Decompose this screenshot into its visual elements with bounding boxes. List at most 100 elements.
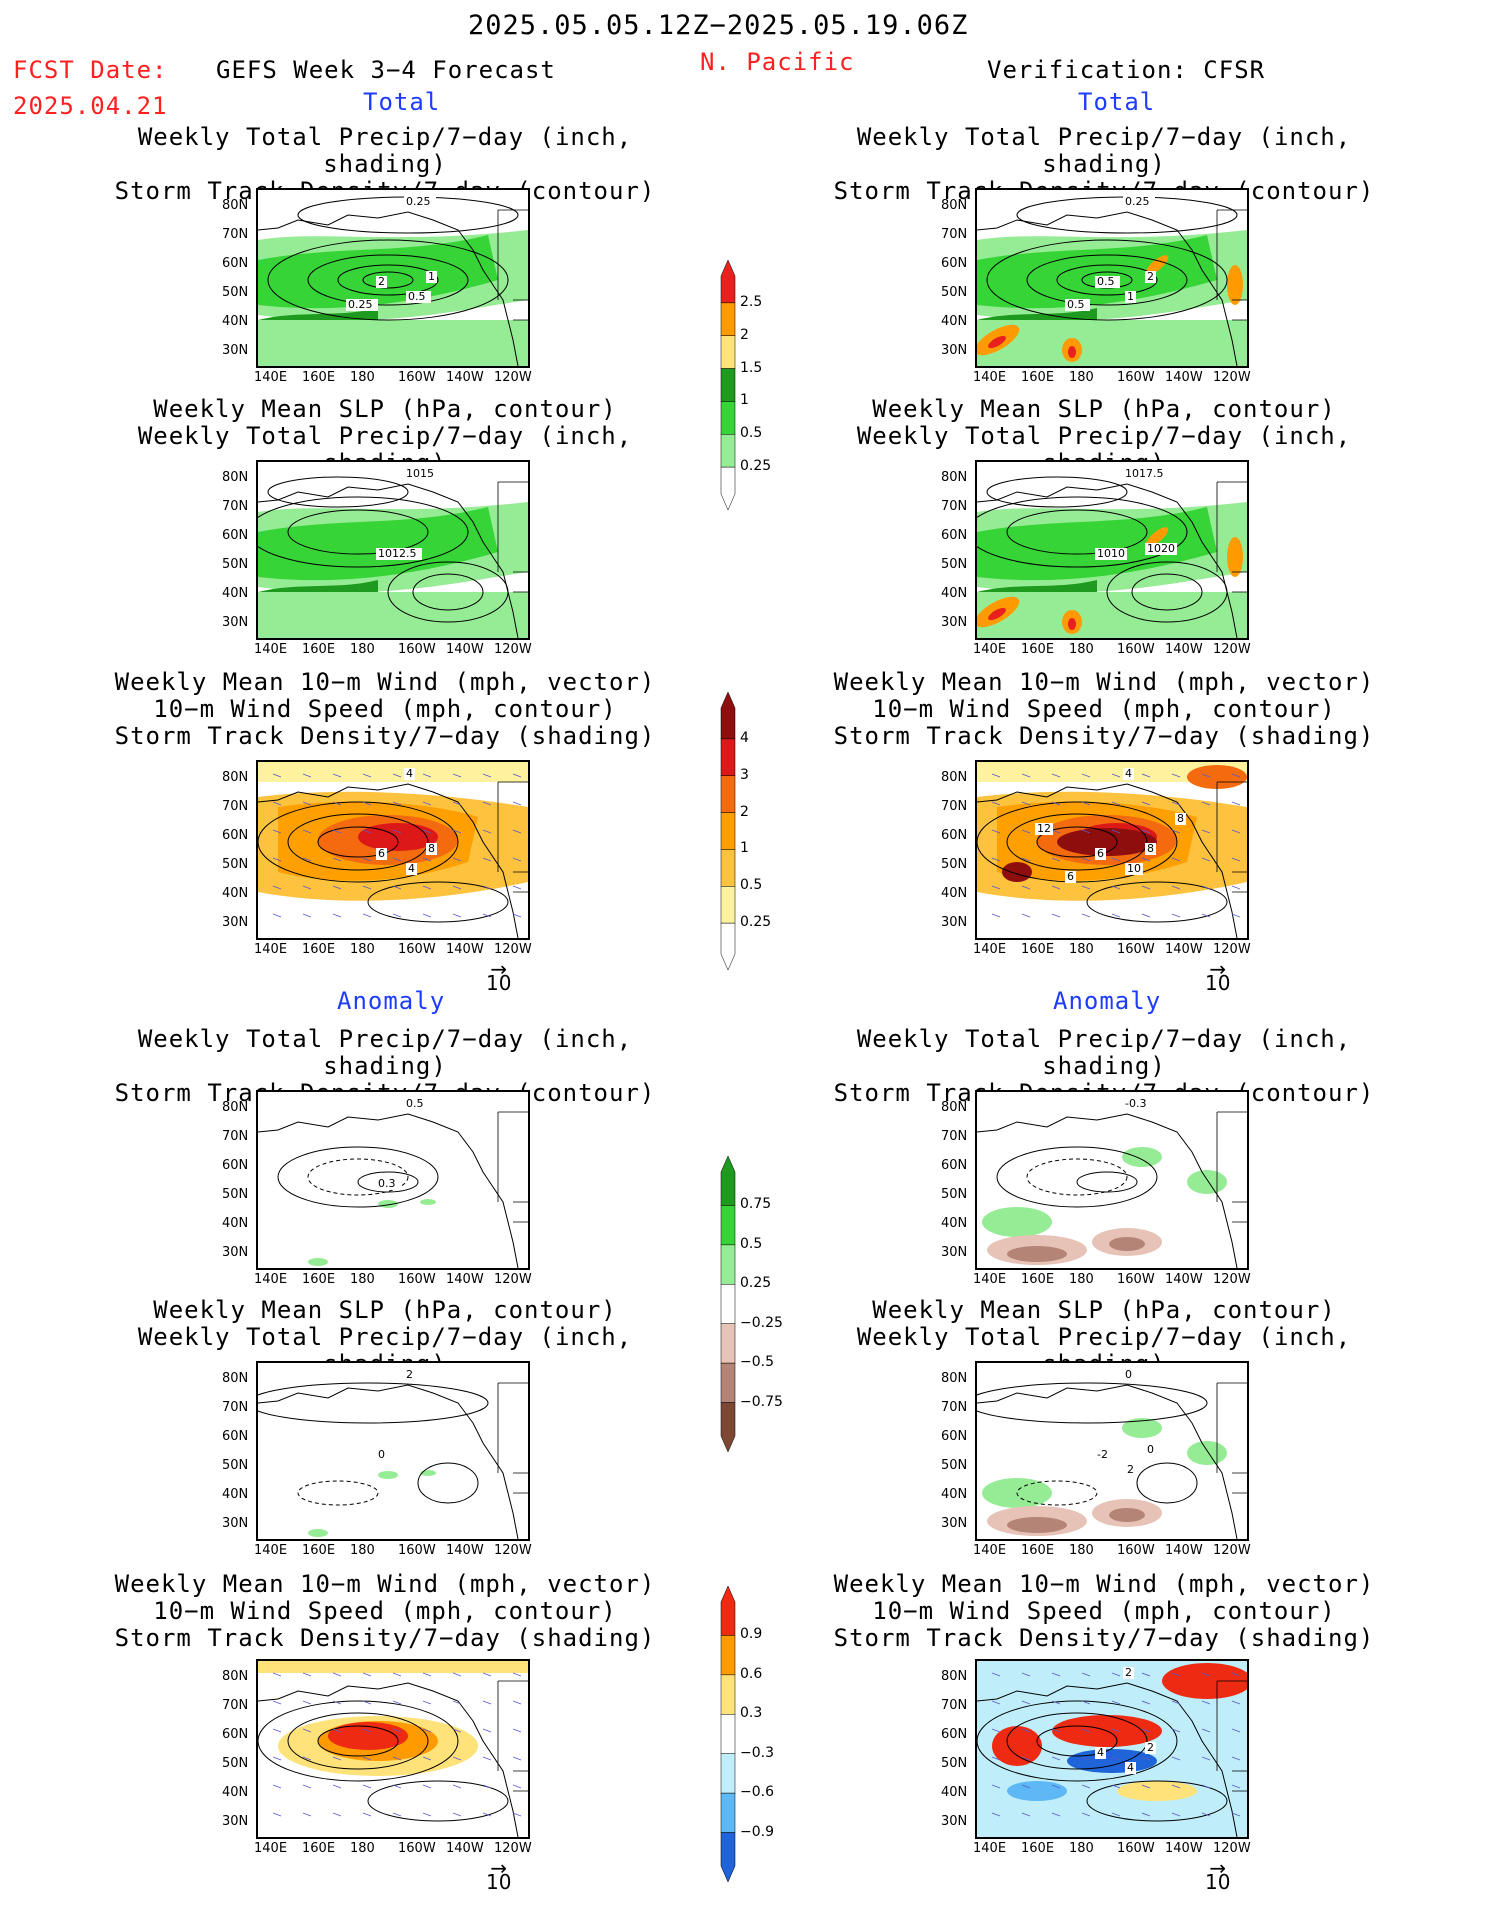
colorbar-segment bbox=[720, 1753, 736, 1794]
colorbar-tick-label: 0.5 bbox=[740, 877, 763, 894]
lat-tick-label: 70N bbox=[222, 227, 249, 242]
vector-reference-label: → 10 bbox=[486, 1856, 512, 1894]
lat-tick-label: 50N bbox=[222, 1187, 249, 1202]
wind-vector bbox=[1231, 1812, 1241, 1817]
panel-title-line: Weekly Mean 10−m Wind (mph, vector) bbox=[114, 1570, 656, 1598]
wind-vector bbox=[272, 1812, 282, 1817]
lon-tick-label: 180 bbox=[350, 1841, 375, 1856]
wind-vector bbox=[452, 857, 462, 862]
wind-vector bbox=[1021, 1672, 1031, 1677]
lat-tick-label: 80N bbox=[222, 770, 249, 785]
wind-vector bbox=[362, 857, 372, 862]
panel-title-line: 10−m Wind Speed (mph, contour) bbox=[872, 1597, 1336, 1625]
wind-vector bbox=[512, 1700, 522, 1705]
lon-tick-label: 160W bbox=[398, 642, 436, 657]
panel-title-line: Storm Track Density/7−day (shading) bbox=[114, 1624, 656, 1652]
lat-tick-label: 60N bbox=[222, 1429, 249, 1444]
undefined bbox=[977, 1700, 1178, 1782]
coastline bbox=[977, 1384, 1238, 1539]
lon-tick-label: 180 bbox=[1069, 1543, 1094, 1558]
contour-label: 8 bbox=[428, 842, 435, 855]
wind-vector bbox=[482, 1756, 492, 1761]
contour-label: 1017.5 bbox=[1125, 467, 1164, 480]
lon-tick-label: 120W bbox=[494, 1543, 532, 1558]
undefined bbox=[367, 1780, 509, 1822]
contour-label-bg bbox=[1065, 299, 1090, 311]
panel-title-p12: Weekly Mean 10−m Wind (mph, vector) 10−m … bbox=[824, 1571, 1384, 1652]
political-borders bbox=[497, 209, 528, 321]
wind-vector bbox=[1141, 1784, 1151, 1789]
region-title: N. Pacific bbox=[700, 48, 855, 76]
undefined bbox=[1086, 1780, 1228, 1822]
undefined bbox=[307, 1158, 409, 1196]
lat-tick-label: 60N bbox=[222, 828, 249, 843]
wind-vector bbox=[1201, 857, 1211, 862]
lon-tick-label: 160W bbox=[1117, 1543, 1155, 1558]
contour-label: 2 bbox=[406, 1368, 413, 1381]
lon-tick-label: 160W bbox=[1117, 942, 1155, 957]
lon-tick-label: 140W bbox=[446, 642, 484, 657]
wind-vector bbox=[392, 801, 402, 806]
undefined bbox=[317, 1725, 399, 1757]
lat-tick-label: 30N bbox=[941, 1245, 968, 1260]
lat-tick-label: 50N bbox=[941, 1187, 968, 1202]
wind-vector bbox=[1231, 857, 1241, 862]
lat-tick-label: 80N bbox=[941, 1371, 968, 1386]
wind-vector bbox=[482, 801, 492, 806]
wind-vector bbox=[1081, 1728, 1091, 1733]
wind-vector bbox=[1231, 801, 1241, 806]
undefined bbox=[1006, 813, 1148, 871]
lat-tick-label: 80N bbox=[941, 470, 968, 485]
lat-tick-label: 80N bbox=[222, 1669, 249, 1684]
political-borders bbox=[1216, 1111, 1247, 1223]
panel-title-line: Weekly Total Precip/7−day (inch, shading… bbox=[856, 1025, 1352, 1080]
colorbar-tick-label: 0.3 bbox=[740, 1705, 763, 1722]
contour-label-bg bbox=[1123, 1667, 1134, 1679]
undefined bbox=[977, 1382, 1208, 1424]
wind-vector bbox=[452, 829, 462, 834]
precip-south-band bbox=[977, 592, 1247, 638]
undefined bbox=[367, 881, 509, 923]
contour-label-bg bbox=[1095, 548, 1127, 560]
wind-vector bbox=[362, 801, 372, 806]
wind-vector bbox=[1201, 1784, 1211, 1789]
panel-title-line: Weekly Total Precip/7−day (inch, shading… bbox=[137, 1025, 633, 1080]
wind-vector bbox=[1081, 829, 1091, 834]
panel-title-line: Storm Track Density/7−day (shading) bbox=[114, 722, 656, 750]
colorbar-tick-label: 0.25 bbox=[740, 1275, 772, 1292]
wind-vector bbox=[362, 885, 372, 890]
lon-tick-label: 140E bbox=[973, 942, 1007, 957]
political-borders bbox=[497, 1111, 528, 1223]
lon-tick-label: 180 bbox=[1069, 1841, 1094, 1856]
wind-vector bbox=[991, 1700, 1001, 1705]
lon-tick-label: 140W bbox=[1165, 1272, 1203, 1287]
contour-label-bg bbox=[376, 848, 387, 860]
wind-vector bbox=[1021, 829, 1031, 834]
anom-storm-positive bbox=[1117, 1781, 1197, 1801]
lon-tick-label: 160E bbox=[302, 1543, 336, 1558]
wind-vector bbox=[272, 857, 282, 862]
contour-label: -0.3 bbox=[1125, 1097, 1146, 1110]
wind-vector bbox=[1051, 773, 1061, 778]
colorbar-anom_precip bbox=[720, 1155, 736, 1453]
wind-vector bbox=[392, 913, 402, 918]
wind-vector bbox=[1231, 913, 1241, 918]
map-panel-p2: 1015 1012.5 bbox=[256, 460, 530, 640]
lat-tick-label: 70N bbox=[222, 1400, 249, 1415]
wind-vector bbox=[1231, 885, 1241, 890]
lon-tick-label: 140E bbox=[973, 370, 1007, 385]
precip-coast-blob bbox=[1145, 527, 1169, 547]
lon-tick-label: 160W bbox=[398, 942, 436, 957]
storm-max-core bbox=[1002, 862, 1032, 882]
colorbar-segment bbox=[720, 812, 736, 850]
wind-vector bbox=[1051, 1672, 1061, 1677]
lon-tick-label: 160E bbox=[1021, 370, 1055, 385]
colorbar-tick-label: 0.5 bbox=[740, 1235, 763, 1252]
wind-vector bbox=[1231, 773, 1241, 778]
colorbar-segment bbox=[720, 1323, 736, 1364]
wind-vector bbox=[1201, 885, 1211, 890]
lon-tick-label: 140W bbox=[446, 370, 484, 385]
contour-label-bg bbox=[404, 196, 436, 208]
